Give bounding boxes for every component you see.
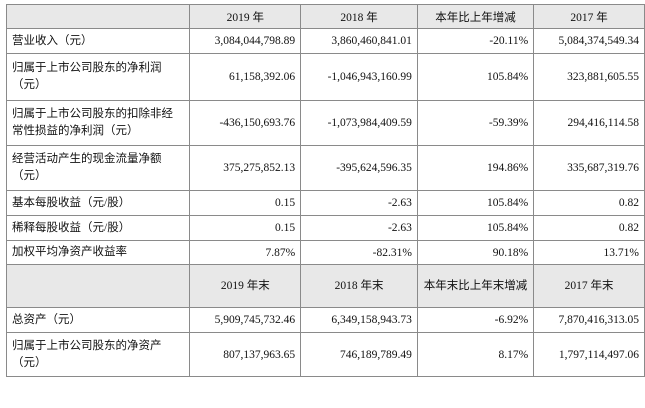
value-2017: 335,687,319.76 <box>533 145 645 191</box>
header-2017-end: 2017 年末 <box>533 264 645 308</box>
table-row: 归属于上市公司股东的扣除非经常性损益的净利润（元） -436,150,693.7… <box>5 100 645 146</box>
value-change: 194.86% <box>416 145 535 191</box>
value-2018: -2.63 <box>300 215 418 241</box>
value-2018: 746,189,789.49 <box>300 332 418 377</box>
value-2017: 5,084,374,549.34 <box>533 28 645 54</box>
financial-summary: 2019 年 2018 年 本年比上年增减 2017 年 营业收入（元） 3,0… <box>5 4 645 377</box>
value-2017: 0.82 <box>533 215 645 241</box>
value-2018: -1,073,984,409.59 <box>300 100 418 146</box>
header-change: 本年比上年增减 <box>416 4 535 29</box>
table-row: 经营活动产生的现金流量净额（元） 375,275,852.13 -395,624… <box>5 145 645 191</box>
value-change: 105.84% <box>416 215 535 241</box>
row-label: 基本每股收益（元/股） <box>5 190 191 216</box>
header-2019: 2019 年 <box>189 4 302 29</box>
value-2017: 7,870,416,313.05 <box>533 307 645 333</box>
value-2018: 3,860,460,841.01 <box>300 28 418 54</box>
value-2019: 375,275,852.13 <box>189 145 302 191</box>
table-row: 总资产（元） 5,909,745,732.46 6,349,158,943.73… <box>5 307 645 333</box>
value-2018: -395,624,596.35 <box>300 145 418 191</box>
header-2019-end: 2019 年末 <box>189 264 302 308</box>
table-row: 营业收入（元） 3,084,044,798.89 3,860,460,841.0… <box>5 28 645 54</box>
table-row: 归属于上市公司股东的净利润（元） 61,158,392.06 -1,046,94… <box>5 53 645 101</box>
header-change-end: 本年末比上年末增减 <box>416 264 535 308</box>
table-row: 加权平均净资产收益率 7.87% -82.31% 90.18% 13.71% <box>5 240 645 265</box>
value-change: -59.39% <box>416 100 535 146</box>
value-2019: 7.87% <box>189 240 302 265</box>
header-row-year-end: 2019 年末 2018 年末 本年末比上年末增减 2017 年末 <box>5 264 645 308</box>
value-2017: 294,416,114.58 <box>533 100 645 146</box>
row-label: 归属于上市公司股东的净资产（元） <box>5 332 191 377</box>
value-2019: 61,158,392.06 <box>189 53 302 101</box>
value-2018: -1,046,943,160.99 <box>300 53 418 101</box>
value-2018: 6,349,158,943.73 <box>300 307 418 333</box>
row-label: 归属于上市公司股东的净利润（元） <box>5 53 191 101</box>
header-corner <box>5 264 191 308</box>
value-2019: 807,137,963.65 <box>189 332 302 377</box>
value-2017: 13.71% <box>533 240 645 265</box>
row-label: 总资产（元） <box>5 307 191 333</box>
table-row: 归属于上市公司股东的净资产（元） 807,137,963.65 746,189,… <box>5 332 645 377</box>
header-2018: 2018 年 <box>300 4 418 29</box>
header-row-annual: 2019 年 2018 年 本年比上年增减 2017 年 <box>5 4 645 29</box>
table-row: 基本每股收益（元/股） 0.15 -2.63 105.84% 0.82 <box>5 190 645 216</box>
value-change: 105.84% <box>416 53 535 101</box>
value-2019: 0.15 <box>189 190 302 216</box>
value-2018: -2.63 <box>300 190 418 216</box>
header-corner <box>5 4 191 29</box>
value-change: -6.92% <box>416 307 535 333</box>
table-row: 稀释每股收益（元/股） 0.15 -2.63 105.84% 0.82 <box>5 215 645 241</box>
row-label: 归属于上市公司股东的扣除非经常性损益的净利润（元） <box>5 100 191 146</box>
value-2018: -82.31% <box>300 240 418 265</box>
row-label: 经营活动产生的现金流量净额（元） <box>5 145 191 191</box>
value-2017: 323,881,605.55 <box>533 53 645 101</box>
value-2019: 3,084,044,798.89 <box>189 28 302 54</box>
row-label: 稀释每股收益（元/股） <box>5 215 191 241</box>
row-label: 加权平均净资产收益率 <box>5 240 191 265</box>
value-2019: -436,150,693.76 <box>189 100 302 146</box>
value-change: 105.84% <box>416 190 535 216</box>
value-change: -20.11% <box>416 28 535 54</box>
value-2019: 0.15 <box>189 215 302 241</box>
value-2017: 1,797,114,497.06 <box>533 332 645 377</box>
value-2019: 5,909,745,732.46 <box>189 307 302 333</box>
row-label: 营业收入（元） <box>5 28 191 54</box>
financial-table: 2019 年 2018 年 本年比上年增减 2017 年 营业收入（元） 3,0… <box>5 4 645 377</box>
value-2017: 0.82 <box>533 190 645 216</box>
value-change: 8.17% <box>416 332 535 377</box>
header-2018-end: 2018 年末 <box>300 264 418 308</box>
header-2017: 2017 年 <box>533 4 645 29</box>
value-change: 90.18% <box>416 240 535 265</box>
